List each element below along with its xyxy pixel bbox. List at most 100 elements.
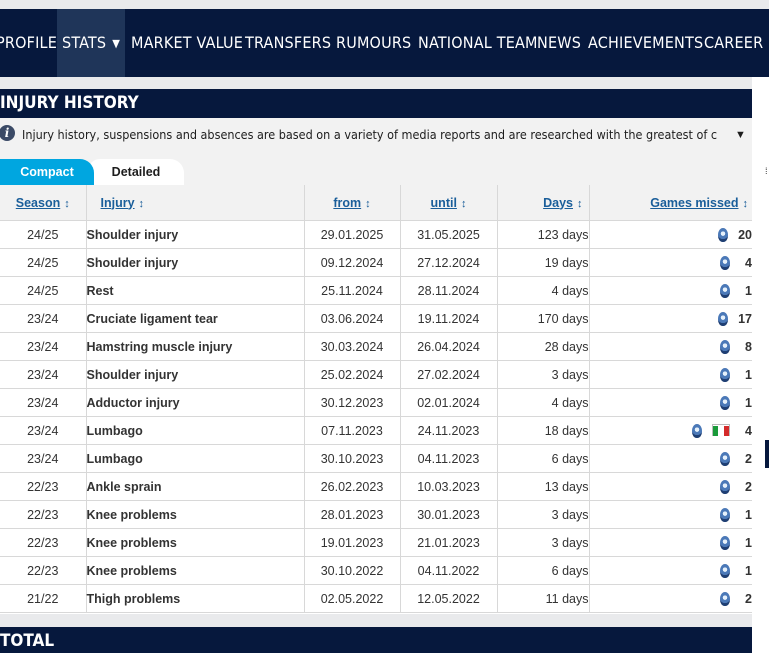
club-crest-icon[interactable] [720, 535, 730, 550]
cell-days: 4 days [497, 276, 590, 305]
games-missed-count: 1 [745, 395, 752, 410]
cell-season: 22/23 [0, 556, 87, 585]
cell-injury: Lumbago [86, 444, 305, 473]
games-missed-count: 2 [745, 451, 752, 466]
cell-days: 13 days [497, 472, 590, 501]
club-crest-icon[interactable] [720, 507, 730, 522]
caret-down-icon[interactable]: ▼ [735, 129, 746, 141]
club-crest-icon[interactable] [720, 283, 730, 298]
nav-item-stats[interactable]: STATS ▼ [57, 9, 126, 77]
cell-days: 28 days [497, 332, 590, 361]
games-missed-count: 20 [738, 227, 752, 242]
table-row: 21/22 Thigh problems 02.05.2022 12.05.2022 1… [0, 584, 752, 613]
games-missed-count: 1 [745, 367, 752, 382]
cell-games-missed: 8 [589, 332, 752, 361]
games-missed-count: 4 [745, 423, 752, 438]
cell-until: 31.05.2025 [400, 220, 498, 249]
nav-item-label: NATIONAL TEAM [418, 33, 538, 52]
cell-from: 30.10.2022 [304, 556, 401, 585]
cell-injury: Thigh problems [86, 584, 305, 613]
club-crest-icon[interactable] [718, 311, 729, 326]
cell-until: 04.11.2022 [400, 556, 498, 585]
spacer [0, 77, 769, 89]
cell-games-missed: 2 [589, 472, 752, 501]
cell-until: 10.03.2023 [400, 472, 498, 501]
table-row: 22/23 Knee problems 30.10.2022 04.11.2022 6 … [0, 556, 752, 585]
nav-item-market-value[interactable]: MARKET VALUE [131, 9, 243, 77]
sort-arrows-icon: ↕ [365, 197, 371, 210]
nav-item-label: ACHIEVEMENTS [588, 33, 704, 52]
cell-season: 23/24 [0, 444, 87, 473]
table-header-row: Season ↕ Injury ↕ from ↕ until ↕ Days ↕ Games… [0, 185, 752, 221]
table-row: 22/23 Ankle sprain 26.02.2023 10.03.2023 13 … [0, 472, 752, 501]
table-row: 23/24 Lumbago 07.11.2023 24.11.2023 18 days 4 [0, 416, 752, 445]
header-season[interactable]: Season ↕ [0, 185, 87, 221]
table-row: 22/23 Knee problems 28.01.2023 30.01.2023 3 … [0, 500, 752, 529]
cell-until: 19.11.2024 [400, 304, 498, 333]
cell-from: 30.10.2023 [304, 444, 401, 473]
header-until[interactable]: until ↕ [400, 185, 498, 221]
cell-season: 24/25 [0, 276, 87, 305]
club-crest-icon[interactable] [718, 227, 729, 242]
cell-from: 09.12.2024 [304, 248, 401, 277]
club-crest-icon[interactable] [720, 451, 730, 466]
cell-season: 23/24 [0, 304, 87, 333]
info-bar[interactable]: i Injury history, suspensions and absenc… [0, 118, 752, 153]
games-missed-count: 2 [745, 591, 752, 606]
cell-from: 30.12.2023 [304, 388, 401, 417]
sort-arrows-icon: ↕ [577, 197, 583, 210]
header-games-missed[interactable]: Games missed ↕ [589, 185, 752, 221]
nav-item-label: NEWS [537, 33, 582, 52]
sort-arrows-icon: ↕ [742, 197, 749, 210]
header-days[interactable]: Days ↕ [497, 185, 590, 221]
club-crest-icon[interactable] [720, 339, 730, 354]
cell-injury: Adductor injury [86, 388, 305, 417]
gutter-mark: ⁞ [765, 166, 768, 176]
cell-until: 12.05.2022 [400, 584, 498, 613]
cell-injury: Hamstring muscle injury [86, 332, 305, 361]
nav-item-career[interactable]: CAREER▼ [704, 9, 769, 77]
club-crest-icon[interactable] [720, 563, 730, 578]
nav-item-profile[interactable]: PROFILE [0, 9, 57, 77]
club-crest-icon[interactable] [720, 395, 730, 410]
nav-item-label: CAREER [704, 33, 764, 52]
club-crest-icon[interactable] [720, 367, 730, 382]
club-crest-icon[interactable] [720, 255, 730, 270]
cell-season: 23/24 [0, 416, 87, 445]
games-missed-count: 1 [745, 535, 752, 550]
top-strip [0, 0, 769, 9]
nav-item-national-team[interactable]: NATIONAL TEAM [418, 9, 538, 77]
nav-item-rumours[interactable]: RUMOURS [336, 9, 411, 77]
cell-injury: Lumbago [86, 416, 305, 445]
cell-days: 11 days [497, 584, 590, 613]
cell-season: 22/23 [0, 500, 87, 529]
cell-injury: Knee problems [86, 500, 305, 529]
injury-table: Season ↕ Injury ↕ from ↕ until ↕ Days ↕ Games… [0, 185, 752, 613]
games-missed-count: 8 [745, 339, 752, 354]
nav-item-label: TRANSFERS [245, 33, 332, 52]
club-crest-icon[interactable] [692, 423, 702, 438]
games-missed-count: 2 [745, 479, 752, 494]
cell-days: 170 days [497, 304, 590, 333]
tab-compact[interactable]: Compact [0, 159, 94, 185]
italy-flag-icon[interactable] [712, 423, 730, 436]
games-missed-count: 4 [745, 255, 752, 270]
table-row: 23/24 Cruciate ligament tear 03.06.2024 19.… [0, 304, 752, 333]
nav-item-achievements[interactable]: ACHIEVEMENTS [588, 9, 703, 77]
cell-from: 25.02.2024 [304, 360, 401, 389]
cell-from: 19.01.2023 [304, 528, 401, 557]
club-crest-icon[interactable] [720, 479, 730, 494]
cell-until: 27.12.2024 [400, 248, 498, 277]
cell-until: 28.11.2024 [400, 276, 498, 305]
header-from[interactable]: from ↕ [304, 185, 401, 221]
header-injury[interactable]: Injury ↕ [86, 185, 305, 221]
cell-games-missed: 2 [589, 584, 752, 613]
club-crest-icon[interactable] [720, 591, 730, 606]
nav-item-transfers[interactable]: TRANSFERS [245, 9, 331, 77]
tab-detailed[interactable]: Detailed [88, 159, 184, 185]
cell-from: 28.01.2023 [304, 500, 401, 529]
cell-season: 24/25 [0, 248, 87, 277]
cell-injury: Ankle sprain [86, 472, 305, 501]
sort-arrows-icon: ↕ [138, 197, 145, 210]
nav-item-news[interactable]: NEWS [537, 9, 581, 77]
